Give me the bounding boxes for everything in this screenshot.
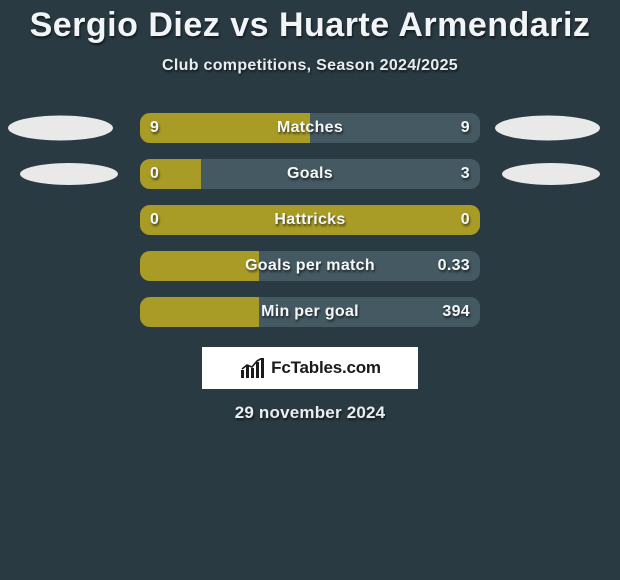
stat-bar: 03Goals (140, 159, 480, 189)
comparison-infographic: Sergio Diez vs Huarte Armendariz Club co… (0, 0, 620, 423)
stat-bar: 00Hattricks (140, 205, 480, 235)
right-marker (495, 116, 600, 141)
page-title: Sergio Diez vs Huarte Armendariz (0, 6, 620, 45)
stat-row: 03Goals (0, 151, 620, 197)
stat-bar: 99Matches (140, 113, 480, 143)
stat-bar: 0.33Goals per match (140, 251, 480, 281)
logo-box: FcTables.com (202, 347, 418, 389)
stat-row: 0.33Goals per match (0, 243, 620, 289)
right-marker (502, 163, 600, 185)
stat-rows: 99Matches 03Goals 00Hattricks 0.33Goals per… (0, 105, 620, 335)
left-marker (20, 163, 118, 185)
page-subtitle: Club competitions, Season 2024/2025 (0, 57, 620, 75)
metric-label: Goals per match (140, 257, 480, 275)
logo-chart-icon (239, 358, 265, 378)
left-marker (8, 116, 113, 141)
metric-label: Goals (140, 165, 480, 183)
metric-label: Matches (140, 119, 480, 137)
date-text: 29 november 2024 (0, 403, 620, 423)
metric-label: Min per goal (140, 303, 480, 321)
metric-label: Hattricks (140, 211, 480, 229)
stat-row: 00Hattricks (0, 197, 620, 243)
stat-row: 99Matches (0, 105, 620, 151)
stat-row: 394Min per goal (0, 289, 620, 335)
logo-text: FcTables.com (271, 358, 381, 378)
stat-bar: 394Min per goal (140, 297, 480, 327)
